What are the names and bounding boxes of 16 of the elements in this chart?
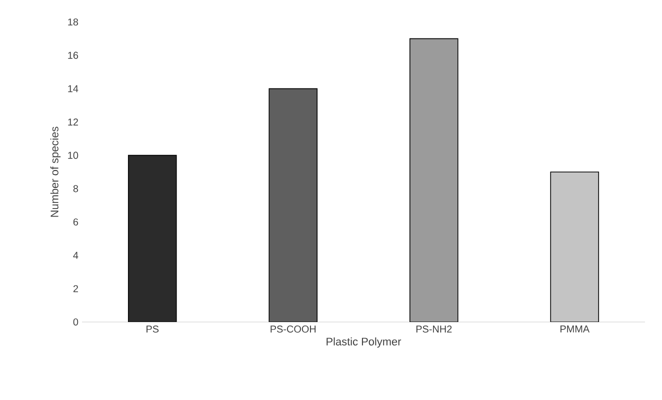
y-tick-label: 10 xyxy=(68,152,78,159)
y-tick-label: 0 xyxy=(73,318,78,326)
y-axis-title: Number of species xyxy=(50,126,61,217)
x-tick-label: PS xyxy=(146,326,159,333)
y-tick-label: 8 xyxy=(73,185,78,192)
y-tick-label: 4 xyxy=(73,252,78,259)
x-axis-title: Plastic Polymer xyxy=(326,337,402,348)
y-tick-label: 6 xyxy=(73,218,78,226)
y-tick-label: 16 xyxy=(68,52,78,59)
y-tick-label: 14 xyxy=(68,85,78,92)
y-tick-label: 2 xyxy=(73,285,78,292)
x-tick-label: PS-COOH xyxy=(270,326,316,333)
y-tick-label: 12 xyxy=(68,118,78,126)
y-tick-label: 18 xyxy=(68,18,78,26)
x-tick-label: PMMA xyxy=(560,326,590,332)
x-tick-label: PS-NH2 xyxy=(416,326,452,333)
